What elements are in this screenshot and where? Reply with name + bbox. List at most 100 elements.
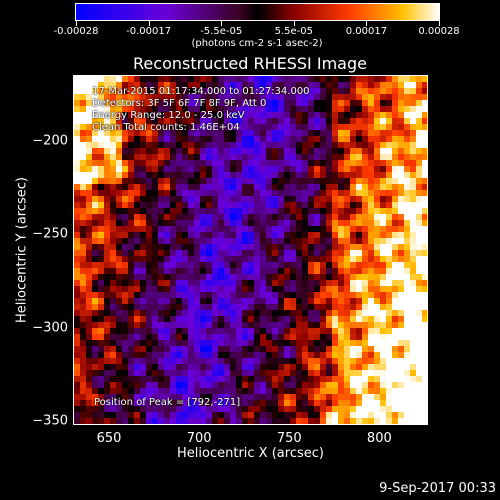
heatmap-cell: [158, 250, 164, 256]
heatmap-cell: [164, 142, 170, 148]
heatmap-cell: [86, 292, 92, 298]
heatmap-cell: [86, 160, 92, 166]
heatmap-cell: [320, 124, 326, 130]
heatmap-cell: [134, 298, 140, 304]
heatmap-cell: [230, 76, 236, 82]
heatmap-cell: [290, 376, 296, 382]
heatmap-cell: [272, 316, 278, 322]
heatmap-cell: [320, 220, 326, 226]
heatmap-cell: [170, 154, 176, 160]
heatmap-cell: [374, 220, 380, 226]
heatmap-cell: [146, 166, 152, 172]
heatmap-cell: [194, 322, 200, 328]
heatmap-cell: [74, 220, 80, 226]
heatmap-cell: [104, 274, 110, 280]
heatmap-cell: [206, 406, 212, 412]
heatmap-cell: [368, 244, 374, 250]
heatmap-cell: [392, 340, 398, 346]
y-tick-label: −250: [32, 226, 68, 242]
heatmap-cell: [200, 394, 206, 400]
heatmap-cell: [224, 310, 230, 316]
heatmap-cell: [92, 232, 98, 238]
heatmap-cell: [344, 412, 350, 418]
heatmap-cell: [350, 118, 356, 124]
heatmap-cell: [272, 376, 278, 382]
heatmap-cell: [332, 148, 338, 154]
heatmap-cell: [344, 244, 350, 250]
heatmap-cell: [80, 118, 86, 124]
heatmap-cell: [86, 238, 92, 244]
heatmap-cell: [152, 334, 158, 340]
heatmap-cell: [332, 340, 338, 346]
heatmap-cell: [314, 142, 320, 148]
heatmap-cell: [374, 136, 380, 142]
heatmap-cell: [158, 136, 164, 142]
heatmap-cell: [272, 382, 278, 388]
heatmap-cell: [380, 310, 386, 316]
heatmap-cell: [194, 220, 200, 226]
heatmap-cell: [326, 82, 332, 88]
heatmap-cell: [386, 148, 392, 154]
heatmap-cell: [242, 328, 248, 334]
heatmap-cell: [158, 196, 164, 202]
heatmap-cell: [104, 388, 110, 394]
heatmap-cell: [194, 250, 200, 256]
heatmap-cell: [308, 118, 314, 124]
heatmap-cell: [278, 100, 284, 106]
heatmap-cell: [116, 262, 122, 268]
heatmap-cell: [98, 352, 104, 358]
heatmap-cell: [206, 286, 212, 292]
heatmap-cell: [98, 286, 104, 292]
heatmap-cell: [212, 382, 218, 388]
heatmap-cell: [140, 118, 146, 124]
heatmap-cell: [110, 262, 116, 268]
heatmap-cell: [152, 118, 158, 124]
heatmap-cell: [140, 142, 146, 148]
heatmap-cell: [392, 220, 398, 226]
heatmap-cell: [242, 94, 248, 100]
heatmap-cell: [416, 340, 422, 346]
heatmap-cell: [236, 274, 242, 280]
heatmap-cell: [350, 190, 356, 196]
heatmap-cell: [248, 274, 254, 280]
heatmap-cell: [314, 280, 320, 286]
heatmap-cell: [74, 328, 80, 334]
heatmap-cell: [158, 154, 164, 160]
x-tick-label: 800: [366, 431, 392, 446]
heatmap-cell: [248, 292, 254, 298]
heatmap-cell: [104, 328, 110, 334]
heatmap-cell: [356, 94, 362, 100]
heatmap-cell: [386, 334, 392, 340]
heatmap-cell: [248, 184, 254, 190]
heatmap-cell: [176, 178, 182, 184]
heatmap-cell: [86, 118, 92, 124]
heatmap-cell: [104, 280, 110, 286]
heatmap-cell: [302, 382, 308, 388]
heatmap-cell: [356, 268, 362, 274]
heatmap-cell: [374, 382, 380, 388]
heatmap-cell: [224, 220, 230, 226]
heatmap-cell: [152, 160, 158, 166]
heatmap-cell: [416, 388, 422, 394]
heatmap-cell: [362, 82, 368, 88]
heatmap-cell: [326, 334, 332, 340]
heatmap-cell: [356, 100, 362, 106]
heatmap-cell: [98, 412, 104, 418]
heatmap-cell: [74, 202, 80, 208]
heatmap-cell: [296, 322, 302, 328]
heatmap-cell: [326, 376, 332, 382]
heatmap-cell: [92, 346, 98, 352]
heatmap-cell: [320, 142, 326, 148]
heatmap-cell: [374, 376, 380, 382]
heatmap-cell: [260, 106, 266, 112]
heatmap-cell: [338, 142, 344, 148]
heatmap-cell: [350, 184, 356, 190]
heatmap-cell: [74, 346, 80, 352]
heatmap-cell: [200, 220, 206, 226]
heatmap-cell: [338, 130, 344, 136]
footer-date: 9-Sep-2017 00:33: [379, 481, 496, 496]
heatmap-cell: [320, 184, 326, 190]
heatmap-cell: [146, 352, 152, 358]
heatmap-cell: [74, 256, 80, 262]
heatmap-cell: [158, 88, 164, 94]
